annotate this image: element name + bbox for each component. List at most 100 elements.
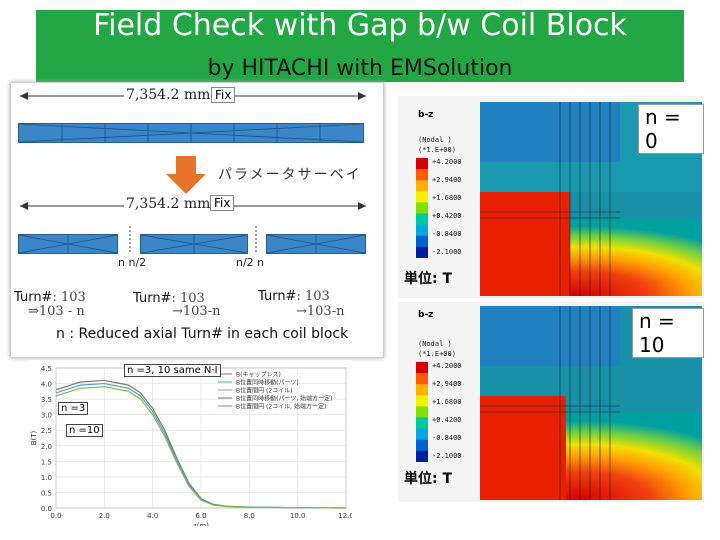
y-tick-label: 0.5 [41,489,52,497]
gap-label-left: n n/2 [118,256,147,269]
n-label-top: n = 0 [638,104,704,154]
scale-swatch [416,191,428,203]
scale-swatch [416,246,428,258]
color-scale-bottom: +4.2000 +2.9400 +1.6800 +0.4200 -0.8400 -2.10… [416,362,462,462]
callout-n10: n =10 [66,424,103,437]
coil-block-full [18,123,364,143]
sim-top-scale: (*1.E+00) [418,146,456,154]
scale-swatch [416,428,428,441]
scale-value: -2.1000 [432,452,462,460]
diagram-caption: n : Reduced axial Turn# in each coil blo… [56,326,349,342]
scale-swatch [416,158,428,170]
scale-value: +4.2000 [432,158,462,166]
scale-swatch [416,213,428,226]
scale-swatch [416,450,428,462]
n-label-bottom: n = 10 [632,308,704,358]
turn-left-reduced: ⇒103 - n [28,304,85,319]
coil-block-left [18,234,118,254]
scale-swatch [416,395,428,407]
simulation-image-n10: b-z (Nodal ) (*1.E+00) +4.2000 +2.9400 +1.… [398,302,704,502]
scale-swatch [416,180,428,192]
dimension-label-bottom: 7,354.2 mm [124,196,213,212]
y-tick-label: 2.5 [41,427,52,435]
coil-block-middle [140,234,248,254]
y-tick-label: 3.5 [41,396,52,404]
scale-value: +2.9400 [432,380,462,388]
field-graph: 0.0 0.5 1.0 1.5 2.0 2.5 3.0 3.5 4.0 4.5 0.0 2.0 4.0 6… [28,360,354,530]
simulation-image-n0: b-z (Nodal ) (*1.E+00) +4.2000 +2.9400 +1.… [398,96,704,298]
legend-entry: B(キャップレス) [236,372,281,379]
scale-swatch [416,235,428,248]
dimension-label-top: 7,354.2 mm [124,87,213,103]
x-tick-label: 12.0 [338,512,352,520]
legend-entry: B位置同時移動(パーツ) [236,379,299,387]
scale-value: +0.4200 [432,416,462,424]
sim-bottom-unit: 単位: T [404,471,453,487]
sim-bottom-scale: (*1.E+00) [418,350,456,358]
sim-bottom-title: b-z [418,310,434,320]
turn-right-value: : 103 [296,289,330,304]
scale-value: -0.8400 [432,230,462,238]
gap-markers [129,226,257,252]
x-tick-label: 2.0 [99,512,110,520]
coil-hatch [19,124,363,142]
y-tick-label: 3.0 [41,412,52,420]
scale-swatch [416,169,428,181]
turn-left-label: Turn# [14,290,53,305]
gap-label-right: n/2 n [236,256,265,269]
turn-right-reduced: →103-n [296,304,345,319]
x-tick-label: 8.0 [244,512,255,520]
scale-value: -2.1000 [432,248,462,256]
scale-value: +1.6800 [432,398,462,406]
scale-swatch [416,224,428,237]
scale-swatch [416,373,428,385]
sim-bottom-nodal: (Nodal ) [418,340,452,348]
callout-n3: n =3 [58,402,89,415]
turn-left-value: : 103 [52,290,86,305]
sim-top-unit: 単位: T [404,271,453,287]
fix-label-top: Fix [211,87,236,103]
title-banner [36,10,684,82]
scale-value: +4.2000 [432,362,462,370]
turn-left: Turn#: 103 [14,286,86,305]
x-tick-label: 6.0 [195,512,206,520]
legend-entry: B位置間円 (2コイル) [236,387,293,395]
page-title: Field Check with Gap b/w Coil Block [93,8,627,43]
turn-right-label: Turn# [258,289,297,304]
y-tick-label: 0.0 [41,505,52,513]
color-scale-top: +4.2000 +2.9400 +1.6800 +0.4200 -0.8400 -2.10… [416,158,462,258]
callout-same-ni: n =3, 10 same N·I [124,364,221,377]
page-subtitle: by HITACHI with EMSolution [207,56,513,81]
scale-swatch [416,384,428,396]
fix-label-bottom: Fix [210,195,235,211]
scale-value: -0.8400 [432,434,462,442]
y-tick-label: 4.0 [41,381,52,389]
turn-middle-label: Turn# [133,291,172,306]
scale-swatch [416,202,428,215]
x-tick-label: 0.0 [50,512,61,520]
turn-right: Turn#: 103 [258,285,330,304]
scale-swatch [416,362,428,374]
sim-top-nodal: (Nodal ) [418,136,452,144]
coil-block-right [266,234,366,254]
series-line [55,386,347,509]
y-tick-label: 1.5 [41,458,52,466]
y-axis-label: B(T) [30,430,38,445]
x-axis-label: z(m) [193,522,209,526]
field-chart: 0.0 0.5 1.0 1.5 2.0 2.5 3.0 3.5 4.0 4.5 0.0 2.0 4.0 6… [30,365,354,530]
scale-value: +0.4200 [432,212,462,220]
y-tick-label: 2.0 [41,443,52,451]
scale-swatch [416,439,428,452]
parameter-survey-label: パラメータサーベイ [218,167,362,183]
scale-value: +1.6800 [432,194,462,202]
y-tick-label: 4.5 [41,365,52,373]
sim-top-title: b-z [418,110,434,120]
scale-swatch [416,417,428,430]
x-tick-label: 4.0 [147,512,158,520]
scale-swatch [416,406,428,419]
turn-middle-value: : 103 [171,291,205,306]
turn-middle-reduced: →103-n [172,304,221,319]
arrow-down-icon [166,156,206,194]
turn-middle: Turn#: 103 [133,287,205,306]
legend-entry: B位置同時移動(パーツ, 始端方一定) [236,395,333,403]
